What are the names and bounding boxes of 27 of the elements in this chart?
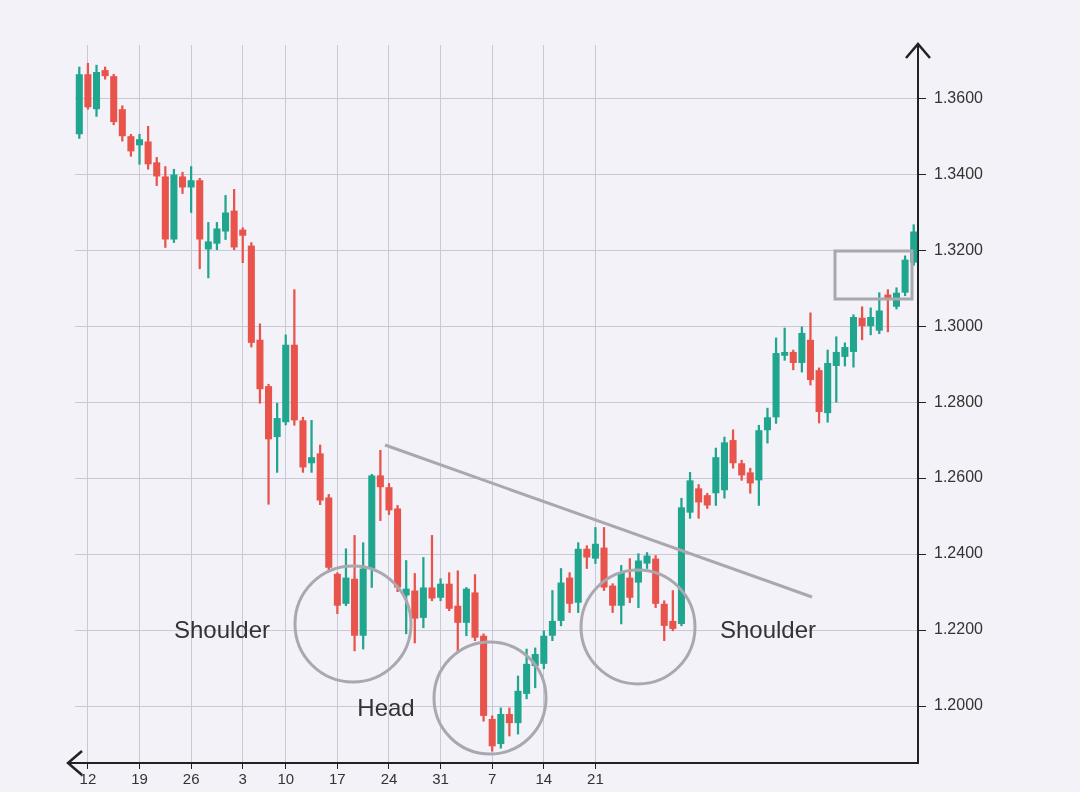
y-tick-label: 1.2600: [934, 468, 984, 486]
x-tick-label: 12: [79, 770, 97, 788]
x-tick-label: 24: [380, 770, 398, 788]
y-tick-label: 1.2000: [934, 696, 984, 714]
annotation: Head: [357, 694, 415, 722]
x-tick-label: 3: [238, 770, 247, 788]
candlestick: [308, 420, 316, 473]
x-tick-label: 14: [535, 770, 553, 788]
candlestick: [376, 450, 384, 521]
candlestick: [548, 590, 556, 641]
y-tick-label: 1.3000: [934, 316, 984, 334]
y-tick-label: 1.3200: [934, 240, 984, 258]
annotation: Shoulder: [719, 616, 817, 644]
y-tick-label: 1.2400: [934, 544, 984, 562]
y-tick-label: 1.3600: [934, 88, 984, 106]
y-tick-label: 1.3400: [934, 164, 984, 182]
x-tick-label: 10: [277, 770, 295, 788]
annotation: Shoulder: [173, 616, 271, 644]
y-tick-label: 1.2200: [934, 620, 984, 638]
x-tick-label: 17: [329, 770, 346, 788]
x-tick-label: 7: [488, 770, 497, 788]
x-tick-label: 19: [131, 770, 148, 788]
x-tick-label: 21: [587, 770, 604, 788]
y-tick-label: 1.2800: [934, 392, 984, 410]
x-tick-label: 31: [432, 770, 449, 788]
x-tick-label: 26: [182, 770, 200, 788]
candlestick: [135, 133, 144, 165]
